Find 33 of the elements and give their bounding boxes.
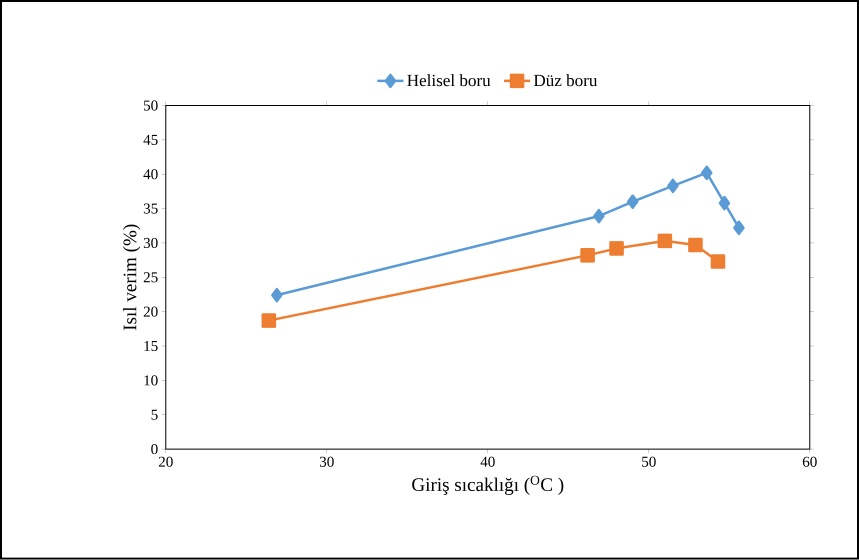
x-tick-label: 50	[642, 456, 656, 468]
point	[718, 196, 730, 211]
point	[609, 241, 624, 256]
point	[262, 314, 276, 328]
point	[593, 209, 605, 224]
point	[580, 248, 595, 263]
point	[733, 220, 745, 236]
y-tick-label: 30	[144, 238, 158, 248]
y-tick-label: 50	[144, 100, 158, 111]
legend-label: Düz boru	[534, 74, 598, 86]
y-tick-label: 10	[144, 375, 158, 386]
y-axis-title: Isıl verim (%)	[122, 224, 140, 330]
point	[710, 254, 726, 269]
x-tick-label: 60	[802, 456, 817, 468]
y-tick-label: 40	[143, 169, 158, 180]
y-tick-label: 25	[144, 272, 158, 283]
point	[658, 234, 672, 248]
point	[700, 166, 713, 180]
y-tick-label: 5	[152, 410, 158, 420]
y-tick-label: 15	[144, 341, 158, 352]
x-tick-label: 30	[320, 456, 334, 468]
x-axis-title: Giriş sıcaklığı ($^{O}$C )	[412, 476, 564, 496]
point	[688, 238, 703, 252]
y-tick-label: 35	[144, 204, 158, 214]
legend-label: Helisel boru	[407, 74, 490, 86]
x-tick-label: 20	[158, 456, 173, 468]
y-tick-label: 45	[143, 135, 158, 146]
x-tick-label: 40	[480, 456, 495, 468]
point	[667, 178, 679, 194]
y-tick-label: 0	[151, 444, 158, 454]
point	[271, 288, 283, 303]
y-tick-label: 20	[144, 306, 158, 317]
point	[626, 194, 638, 210]
